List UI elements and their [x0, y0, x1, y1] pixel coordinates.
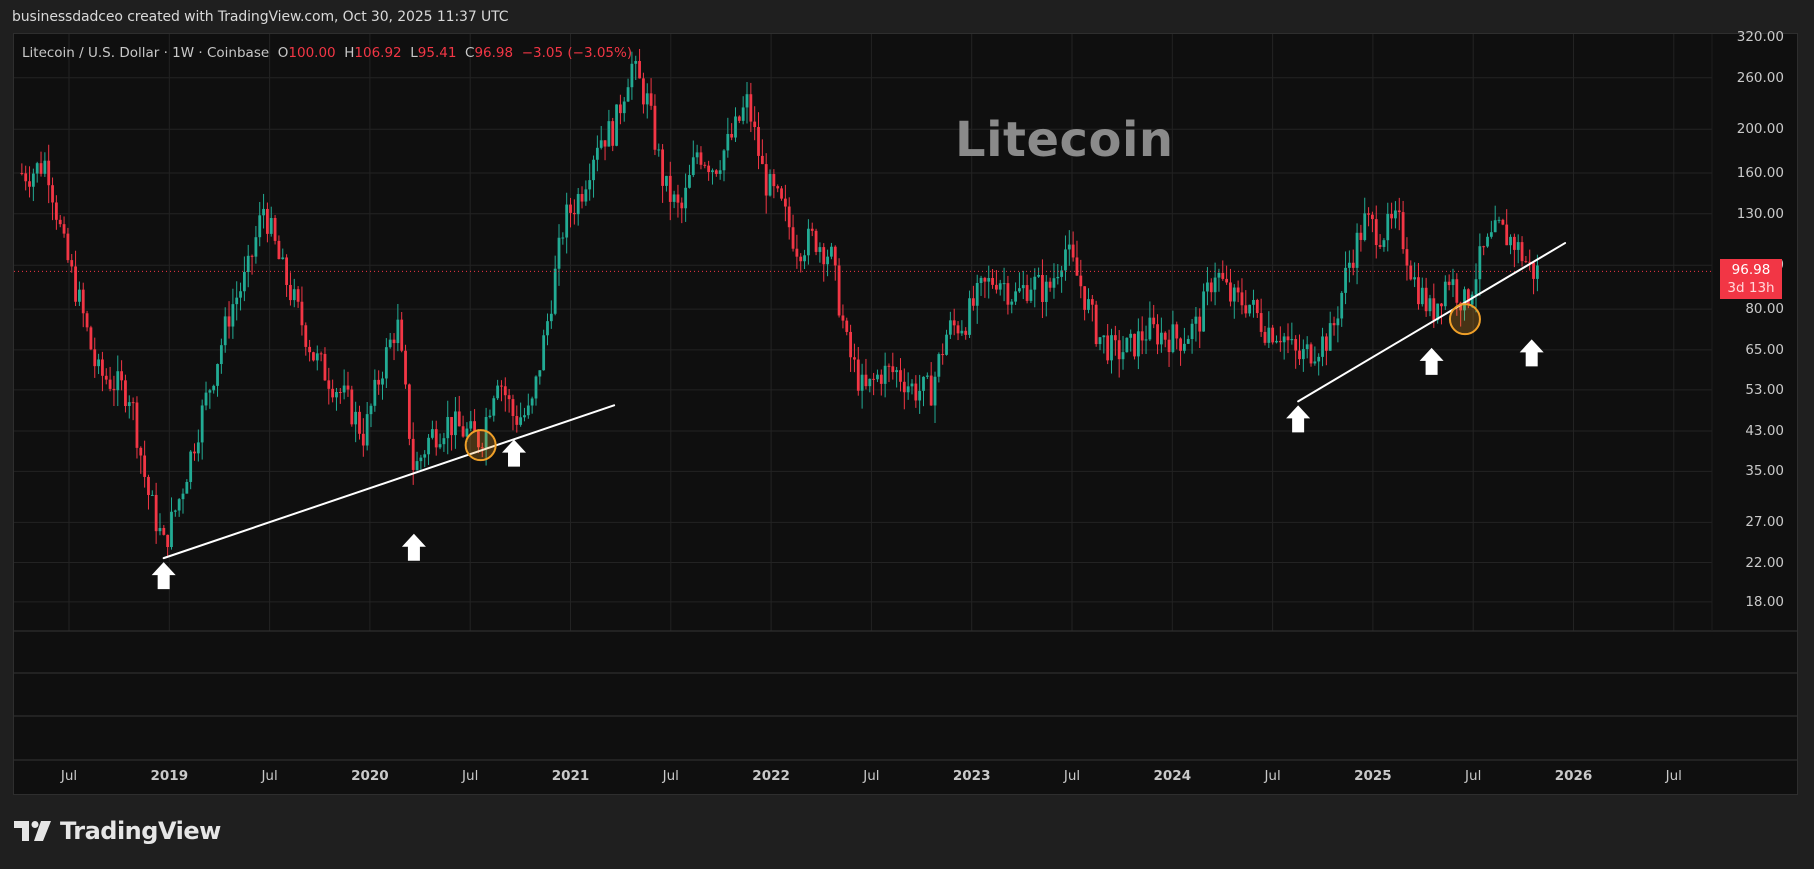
low-value: 95.41: [417, 45, 457, 61]
symbol-legend: Litecoin / U.S. Dollar · 1W · Coinbase O…: [22, 45, 633, 61]
up-arrow-icon: [401, 533, 426, 561]
price-tick-label: 35.00: [1745, 463, 1784, 480]
time-tick-label: Jul: [60, 768, 78, 784]
price-tick-label: 320.00: [1736, 28, 1784, 45]
price-tick-label: 80.00: [1745, 301, 1784, 318]
up-arrow-icon: [1519, 339, 1544, 367]
bar-countdown: 3d 13h: [1727, 280, 1775, 296]
price-tick-label: 18.00: [1745, 593, 1784, 610]
time-tick-label: Jul: [1665, 768, 1682, 784]
candles: [20, 48, 1539, 557]
time-tick-label: 2020: [351, 768, 389, 784]
price-tick-label: 65.00: [1745, 341, 1784, 358]
price-tick-label: 22.00: [1745, 554, 1784, 571]
time-tick-label: 2022: [752, 768, 790, 784]
time-tick-label: Jul: [1063, 768, 1081, 784]
brand-name: TradingView: [60, 817, 221, 845]
time-tick-label: Jul: [662, 768, 679, 784]
time-tick-label: Jul: [1264, 768, 1281, 784]
trendline: [1297, 242, 1567, 403]
chart-frame[interactable]: [13, 33, 1798, 795]
up-arrow-icon: [1286, 405, 1311, 433]
up-arrow-icon: [1419, 347, 1444, 375]
time-tick-label: 2023: [952, 768, 991, 784]
highlight-circle-icon: [464, 429, 497, 462]
price-tick-label: 27.00: [1745, 514, 1784, 531]
last-price-value: 96.98: [1731, 262, 1771, 278]
price-tick-label: 53.00: [1745, 381, 1784, 398]
up-arrow-icon: [502, 439, 527, 467]
time-tick-label: 2024: [1153, 768, 1192, 784]
price-tick-label: 130.00: [1736, 205, 1784, 222]
open-value: 100.00: [288, 45, 336, 61]
chart-credit: businessdadceo created with TradingView.…: [12, 9, 509, 25]
price-tick-label: 200.00: [1736, 121, 1784, 138]
last-price-badge: 96.98 3d 13h: [1720, 259, 1782, 299]
price-tick-label: 43.00: [1745, 422, 1784, 439]
time-tick-label: 2026: [1554, 768, 1593, 784]
up-arrow-icon: [151, 562, 176, 590]
tradingview-logo-icon: [14, 821, 51, 841]
time-tick-label: 2019: [150, 768, 189, 784]
price-tick-label: 260.00: [1736, 69, 1784, 86]
close-value: 96.98: [474, 45, 514, 61]
time-tick-label: 2025: [1354, 768, 1392, 784]
time-tick-label: Jul: [1465, 768, 1482, 784]
symbol-name[interactable]: Litecoin / U.S. Dollar · 1W · Coinbase: [22, 45, 270, 61]
time-tick-label: Jul: [261, 768, 278, 784]
time-tick-label: Jul: [863, 768, 880, 784]
time-tick-label: 2021: [551, 768, 590, 784]
highlight-circle-icon: [1448, 303, 1481, 336]
chart-watermark-title: Litecoin: [955, 112, 1174, 168]
tradingview-brand[interactable]: TradingView: [14, 817, 221, 845]
trendline: [162, 404, 616, 560]
change-value: −3.05 (−3.05%): [521, 45, 633, 61]
time-tick-label: Jul: [462, 768, 479, 784]
price-tick-label: 160.00: [1736, 165, 1784, 182]
high-value: 106.92: [354, 45, 402, 61]
